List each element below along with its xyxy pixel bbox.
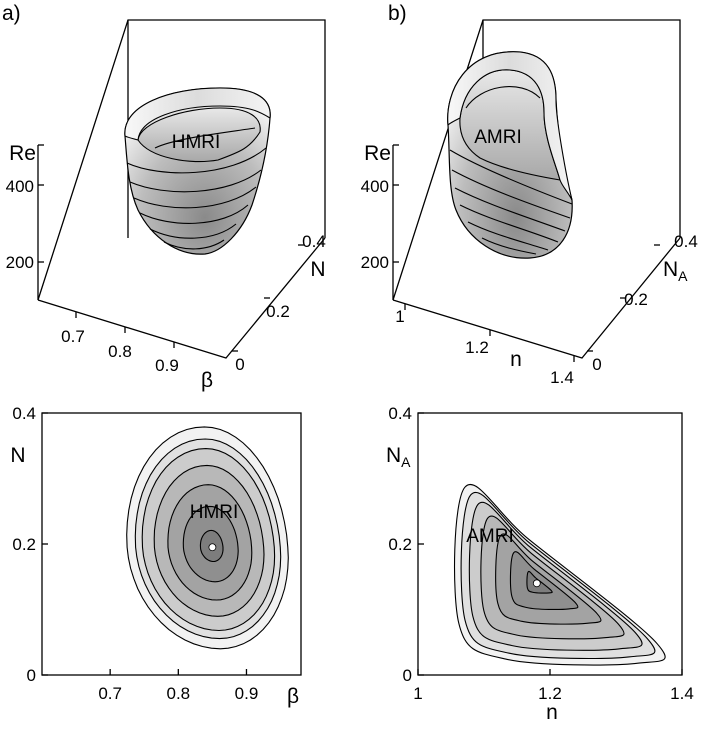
y-axis-label-a: N (310, 258, 325, 281)
y-tick-label-d-2: 0.4 (388, 404, 412, 423)
x-tick-0-a: 0.7 (61, 327, 85, 346)
x-tick-2-a: 0.9 (155, 356, 179, 375)
y-tick-1-a: 0.2 (266, 302, 290, 321)
contour-label-amri: AMRI (466, 526, 514, 547)
x-axis-label-b: n (510, 348, 522, 371)
y-tick-label-c-0: 0 (27, 666, 36, 685)
x-axis-label-a: β (201, 369, 213, 392)
y-axis-label-b-sub: A (678, 268, 688, 284)
x-tick-0-b: 1 (395, 307, 404, 326)
ticks-amri: 1 1.2 1.4 0 0.2 0.4 (388, 404, 693, 703)
ticks-hmri: 0.7 0.8 0.9 0 0.2 0.4 (12, 404, 258, 703)
y-axis-label-b-text: N (663, 258, 678, 281)
x-tick-label-d-1: 1.2 (538, 684, 562, 703)
x-tick-2-b: 1.4 (550, 368, 574, 387)
y-axis-label-d: NA (386, 444, 411, 470)
y-axis-label-b: NA (663, 258, 688, 284)
surface-label-hmri: HMRI (172, 132, 221, 153)
z-tick-400-a: 400 (6, 177, 34, 196)
y-axis-label-d-sub: A (401, 454, 411, 470)
y-tick-0-b: 0 (592, 355, 601, 374)
x-axis-label-d: n (546, 701, 558, 724)
contours-hmri (126, 426, 289, 650)
x-tick-1-a: 0.8 (108, 342, 132, 361)
x-tick-label-c-0: 0.7 (98, 684, 122, 703)
y-axis-label-d-text: N (386, 444, 401, 467)
x-tick-1-b: 1.2 (465, 338, 489, 357)
contour-panel-amri: AMRI 1 1.2 1.4 0 0.2 0.4 NA n (386, 404, 694, 724)
contour-amri-5 (509, 551, 579, 611)
panel-label-a: a) (2, 2, 21, 25)
surface-panel-a: a) 200 400 Re 0.7 0.8 0.9 β (2, 2, 326, 392)
z-tick-200-b: 200 (361, 253, 389, 272)
x-tick-label-d-0: 1 (413, 684, 422, 703)
x-tick-label-c-2: 0.9 (235, 684, 259, 703)
z-axis-label-a: Re (9, 142, 36, 165)
box-frame-a (37, 19, 326, 359)
y-tick-2-b: 0.4 (674, 232, 698, 251)
z-tick-200-a: 200 (6, 253, 34, 272)
surface-panel-b: b) 200 400 Re 1 1.2 1.4 n 0 0.2 (361, 2, 698, 387)
x-tick-label-c-1: 0.8 (166, 684, 190, 703)
z-axis-label-b: Re (364, 142, 391, 165)
contour-panel-hmri: HMRI 0.7 0.8 0.9 0 0.2 0.4 N β (10, 404, 302, 708)
minimum-marker-hmri (208, 543, 217, 552)
y-tick-0-a: 0 (235, 355, 244, 374)
panel-label-b: b) (388, 2, 407, 25)
y-tick-label-d-1: 0.2 (388, 535, 412, 554)
y-axis-label-c: N (10, 444, 25, 467)
x-tick-label-d-2: 1.4 (670, 684, 694, 703)
x-axis-label-c: β (287, 685, 299, 708)
minimum-marker-amri (532, 579, 541, 588)
y-tick-label-c-2: 0.4 (12, 404, 36, 423)
y-tick-1-b: 0.2 (624, 290, 648, 309)
z-tick-400-b: 400 (361, 177, 389, 196)
surface-hmri: HMRI (124, 87, 271, 255)
surface-label-amri: AMRI (474, 127, 522, 148)
contour-label-hmri: HMRI (190, 502, 239, 523)
y-tick-2-a: 0.4 (302, 232, 326, 251)
surface-amri: AMRI (447, 51, 573, 259)
contours-amri (453, 484, 666, 666)
y-tick-label-c-1: 0.2 (12, 535, 36, 554)
y-tick-label-d-0: 0 (403, 666, 412, 685)
